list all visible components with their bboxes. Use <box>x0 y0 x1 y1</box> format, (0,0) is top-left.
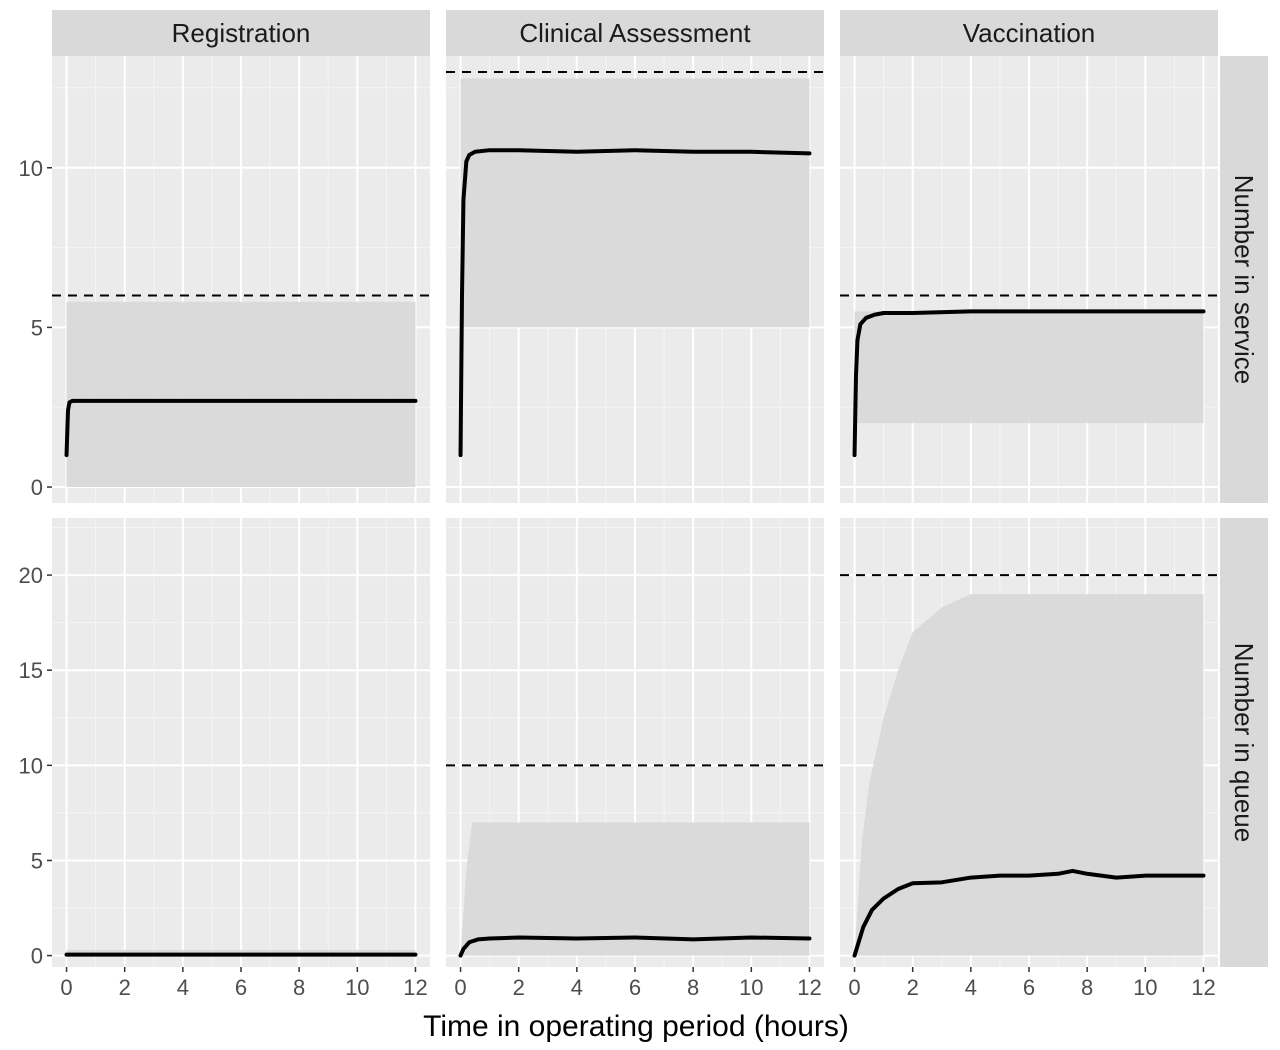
x-tick-label: 10 <box>739 975 763 1000</box>
panel-0-1 <box>446 56 824 503</box>
y-tick-label: 10 <box>19 156 43 181</box>
y-tick-label: 20 <box>19 563 43 588</box>
strip-label-column: Clinical Assessment <box>519 18 751 48</box>
mean-line <box>852 309 1206 458</box>
x-tick-label: 10 <box>1133 975 1157 1000</box>
x-tick-label: 0 <box>848 975 860 1000</box>
x-tick-label: 10 <box>345 975 369 1000</box>
strip-column <box>446 10 824 56</box>
x-tick-label: 12 <box>797 975 821 1000</box>
strip-label-row: Number in service <box>1229 175 1259 385</box>
y-tick-label: 15 <box>19 658 43 683</box>
panel-1-0 <box>52 518 430 967</box>
x-tick-label: 2 <box>119 975 131 1000</box>
band-area <box>854 311 1204 424</box>
y-tick-label: 0 <box>31 944 43 969</box>
x-tick-label: 8 <box>293 975 305 1000</box>
panels-layer <box>52 56 1218 967</box>
x-tick-label: 6 <box>629 975 641 1000</box>
strip-label-column: Registration <box>172 18 311 48</box>
y-tick-label: 0 <box>31 475 43 500</box>
panel-1-1 <box>446 518 824 967</box>
y-tick-label: 5 <box>31 315 43 340</box>
x-tick-label: 4 <box>965 975 977 1000</box>
strip-row <box>1220 56 1268 503</box>
x-tick-label: 4 <box>571 975 583 1000</box>
strip-column <box>52 10 430 56</box>
y-tick-label: 10 <box>19 753 43 778</box>
y-tick-label: 5 <box>31 848 43 873</box>
strip-label-row: Number in queue <box>1229 643 1259 842</box>
band-area <box>854 594 1204 956</box>
x-tick-label: 2 <box>513 975 525 1000</box>
x-tick-label: 8 <box>687 975 699 1000</box>
x-tick-label: 2 <box>907 975 919 1000</box>
band-area <box>66 301 416 488</box>
strips-layer: Registration Clinical Assessment Vaccinati… <box>52 10 1268 967</box>
x-tick-label: 0 <box>454 975 466 1000</box>
panel-0-0 <box>52 56 430 503</box>
mean-line <box>64 398 418 458</box>
x-tick-label: 0 <box>60 975 72 1000</box>
x-tick-label: 12 <box>1191 975 1215 1000</box>
panel-0-2 <box>840 56 1218 503</box>
mean-line <box>852 868 1206 958</box>
mean-line <box>458 148 812 458</box>
strip-column <box>840 10 1218 56</box>
strip-row <box>1220 518 1268 967</box>
x-tick-label: 12 <box>403 975 427 1000</box>
x-axis-title: Time in operating period (hours) <box>423 1010 849 1043</box>
band-area <box>460 822 810 956</box>
strip-label-column: Vaccination <box>963 18 1096 48</box>
x-tick-label: 6 <box>1023 975 1035 1000</box>
x-tick-label: 4 <box>177 975 189 1000</box>
mean-line <box>458 935 812 958</box>
x-tick-label: 8 <box>1081 975 1093 1000</box>
axes-layer: 0 5 10 0 5 10 15 20 0 2 4 6 8 10 12 0 2 4 6 8 10 12 0 2 4 6 8 10 12 <box>19 156 1216 1000</box>
panel-1-2 <box>840 518 1218 967</box>
band-area <box>460 78 810 328</box>
x-tick-label: 6 <box>235 975 247 1000</box>
